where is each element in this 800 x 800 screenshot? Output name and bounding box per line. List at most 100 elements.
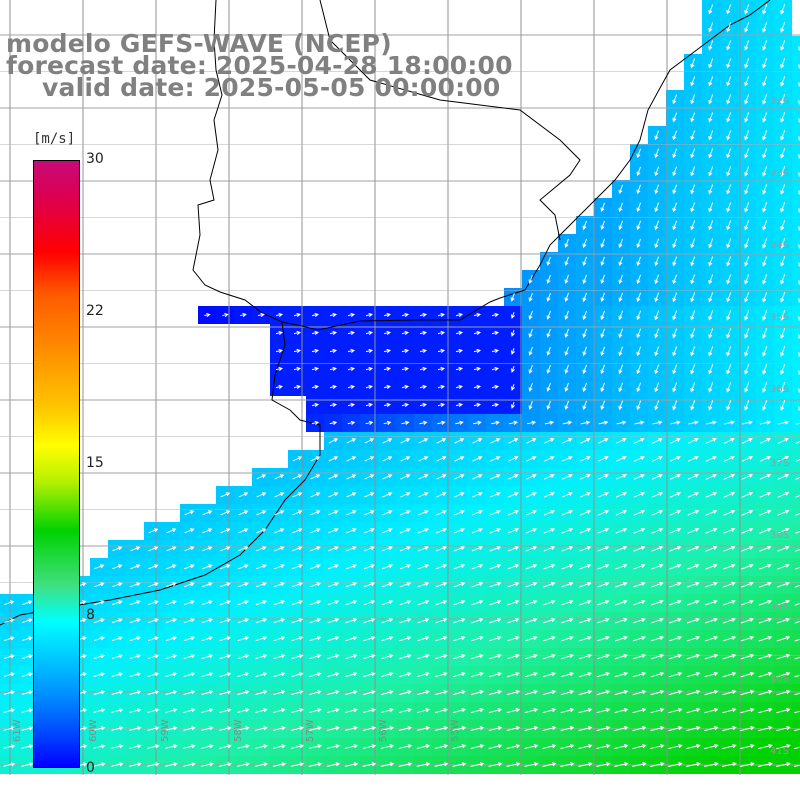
wind-arrow (776, 581, 790, 588)
wind-arrow (762, 202, 768, 213)
wind-arrow (454, 438, 465, 444)
wind-arrow (618, 400, 624, 411)
wind-arrow (654, 166, 660, 177)
wind-arrow (614, 653, 629, 660)
wind-cell (792, 72, 800, 90)
wind-arrow (129, 690, 142, 695)
wind-arrow (455, 420, 464, 425)
wind-arrow (777, 509, 790, 516)
wind-arrow (183, 654, 196, 660)
wind-arrow (542, 762, 557, 767)
wind-arrow (382, 456, 393, 462)
wind-arrow (489, 600, 502, 606)
wind-arrow (651, 473, 663, 480)
wind-arrow (561, 492, 573, 498)
longitude-label: 58W (233, 719, 244, 742)
wind-arrow (634, 420, 645, 425)
wind-arrow (436, 474, 447, 480)
wind-arrow (780, 238, 786, 249)
wind-cell (792, 720, 800, 738)
wind-arrow (254, 762, 269, 767)
wind-arrow (561, 474, 573, 480)
wind-arrow (668, 762, 683, 767)
wind-arrow (597, 456, 609, 462)
wind-arrow (579, 599, 592, 606)
wind-arrow (600, 202, 605, 213)
wind-arrow (310, 528, 321, 534)
wind-arrow (564, 400, 569, 411)
wind-arrow (437, 402, 445, 408)
wind-arrow (758, 653, 773, 660)
wind-arrow (578, 726, 593, 732)
wind-arrow (507, 546, 520, 552)
wind-arrow (400, 492, 411, 498)
wind-arrow (417, 654, 430, 660)
wind-arrow (652, 420, 663, 425)
wind-arrow (524, 762, 539, 767)
wind-arrow (470, 690, 484, 696)
wind-arrow (524, 708, 539, 714)
wind-arrow (488, 708, 503, 714)
wind-arrow (380, 762, 395, 767)
wind-arrow (219, 690, 232, 696)
wind-arrow (345, 582, 358, 588)
wind-arrow (776, 725, 791, 732)
wind-arrow (21, 726, 34, 731)
wind-arrow (273, 690, 286, 696)
wind-arrow (780, 22, 786, 33)
wind-arrow (582, 400, 587, 411)
wind-arrow (579, 527, 592, 534)
wind-arrow (293, 384, 301, 390)
wind-arrow (165, 636, 178, 642)
wind-arrow (561, 528, 574, 534)
wind-arrow (435, 510, 447, 516)
wind-arrow (687, 455, 699, 462)
wind-arrow (780, 274, 786, 285)
wind-arrow (525, 636, 538, 642)
wind-arrow (546, 274, 551, 284)
wind-arrow (508, 456, 519, 462)
wind-arrow (543, 492, 555, 498)
wind-arrow (704, 762, 719, 768)
wind-arrow (21, 708, 34, 713)
wind-arrow (237, 690, 250, 696)
wind-arrow (452, 726, 467, 732)
wind-arrow (400, 438, 411, 444)
wind-arrow (690, 274, 696, 285)
wind-arrow (437, 366, 445, 372)
wind-arrow (3, 762, 16, 767)
wind-arrow (690, 382, 696, 393)
wind-arrow (740, 725, 755, 732)
wind-arrow (776, 707, 791, 714)
wind-arrow (776, 743, 791, 750)
wind-arrow (578, 762, 593, 767)
wind-arrow (708, 22, 714, 33)
wind-arrow (795, 512, 800, 516)
wind-arrow (579, 510, 592, 516)
wind-arrow (686, 762, 701, 767)
wind-arrow (347, 402, 355, 408)
wind-arrow (291, 582, 303, 588)
wind-arrow (473, 402, 481, 408)
wind-arrow (528, 328, 533, 338)
wind-arrow (762, 256, 768, 267)
wind-arrow (780, 309, 786, 321)
wind-arrow (704, 744, 719, 750)
wind-arrow (344, 744, 359, 749)
wind-cell (792, 216, 800, 234)
wind-arrow (542, 708, 557, 714)
wind-arrow (236, 762, 250, 767)
wind-arrow (329, 312, 337, 318)
wind-arrow (546, 310, 551, 320)
wind-arrow (383, 420, 392, 425)
wind-arrow (560, 726, 575, 732)
wind-arrow (632, 744, 647, 750)
wind-arrow (399, 582, 412, 588)
wind-arrow (220, 546, 231, 552)
wind-arrow (454, 456, 465, 462)
wind-arrow (600, 382, 605, 393)
wind-arrow (93, 744, 106, 749)
wind-arrow (202, 546, 213, 552)
wind-arrow (744, 166, 750, 177)
wind-arrow (686, 617, 700, 624)
